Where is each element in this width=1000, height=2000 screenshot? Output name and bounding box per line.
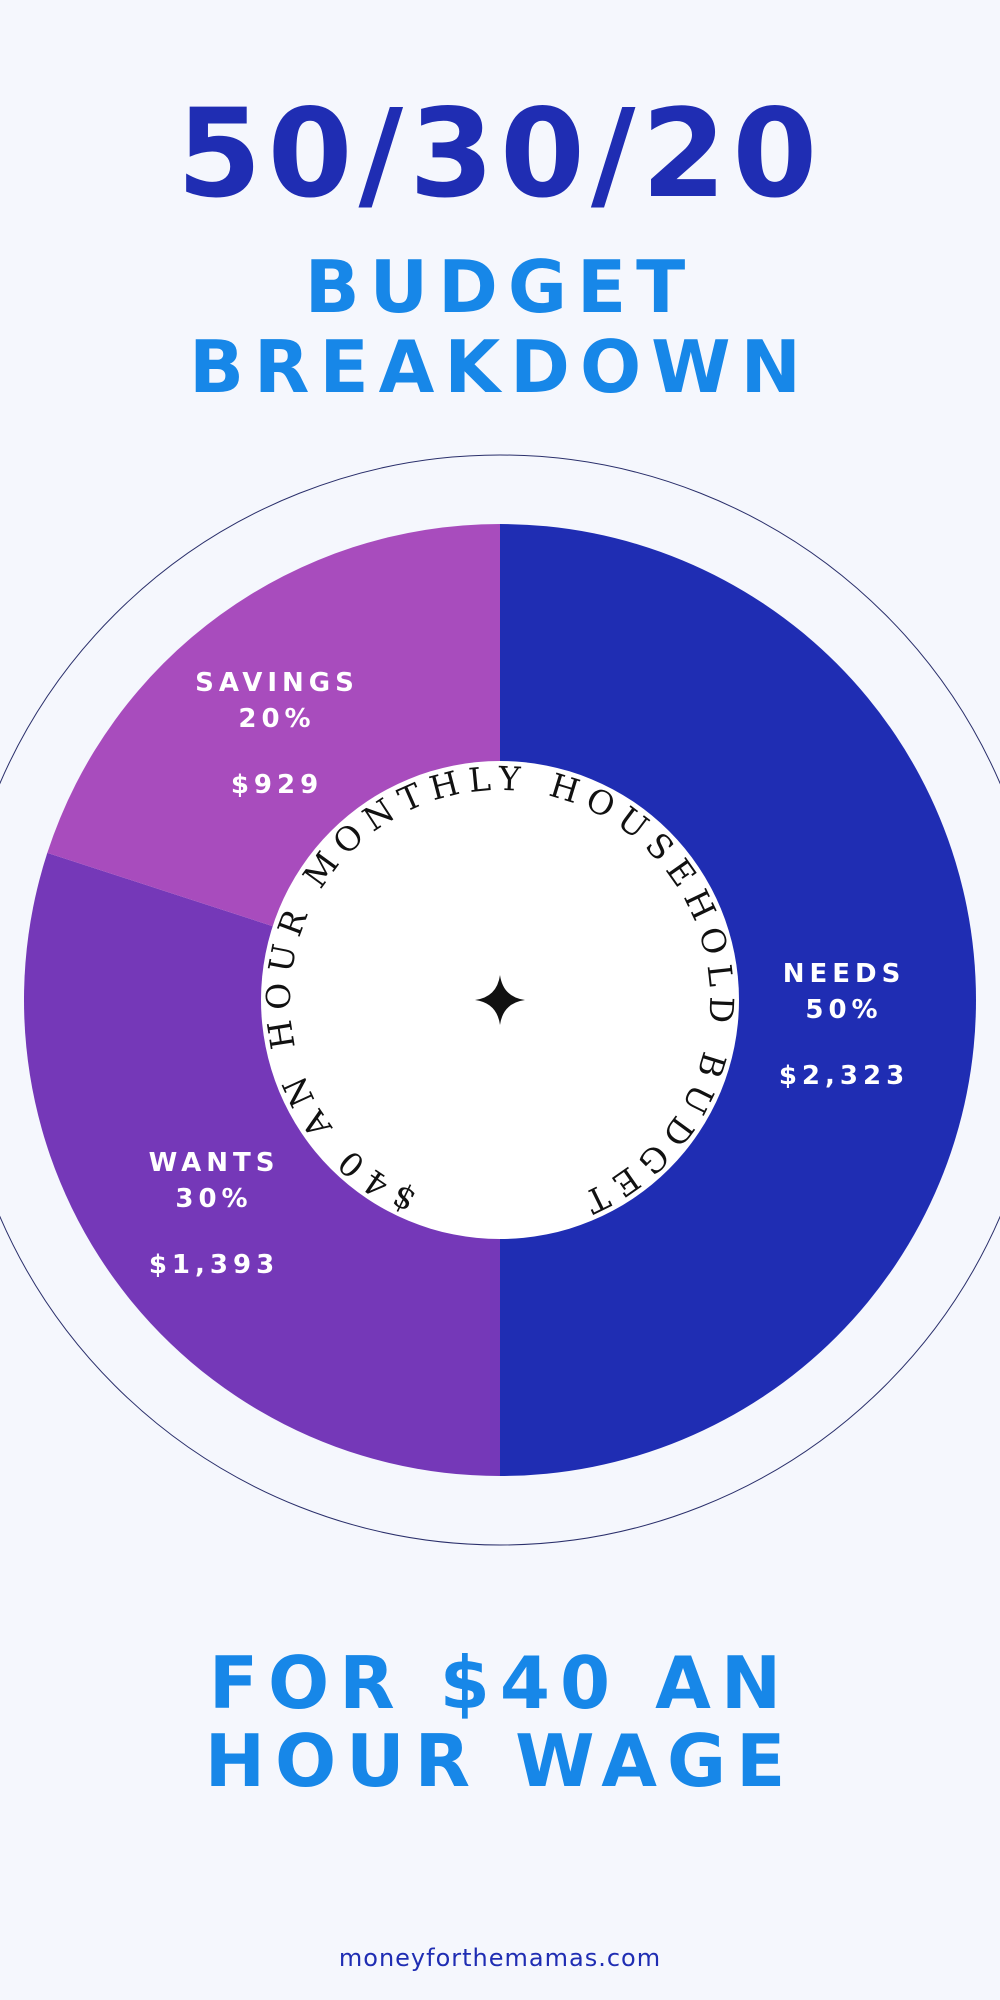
subtitle: BUDGET bbox=[305, 245, 696, 329]
amount-label: $2,323 bbox=[779, 1061, 909, 1091]
outer-ring bbox=[0, 454, 1000, 1546]
footer-title: FOR $40 AN bbox=[209, 1641, 791, 1725]
value-label: 30% bbox=[175, 1184, 252, 1214]
source: moneyforthemamas.com bbox=[339, 1944, 661, 1972]
star-icon bbox=[475, 975, 525, 1025]
slice-label: WANTS bbox=[149, 1148, 280, 1178]
chart-title: 50/30/20 bbox=[177, 83, 823, 225]
subtitle: BREAKDOWN bbox=[189, 325, 811, 409]
amount-label: $929 bbox=[231, 770, 323, 800]
value-label: 50% bbox=[805, 995, 882, 1025]
slice-label: SAVINGS bbox=[195, 668, 359, 698]
slice-label: NEEDS bbox=[783, 959, 906, 989]
amount-label: $1,393 bbox=[149, 1250, 279, 1280]
value-label: 20% bbox=[238, 704, 315, 734]
footer-title: HOUR WAGE bbox=[205, 1719, 796, 1803]
